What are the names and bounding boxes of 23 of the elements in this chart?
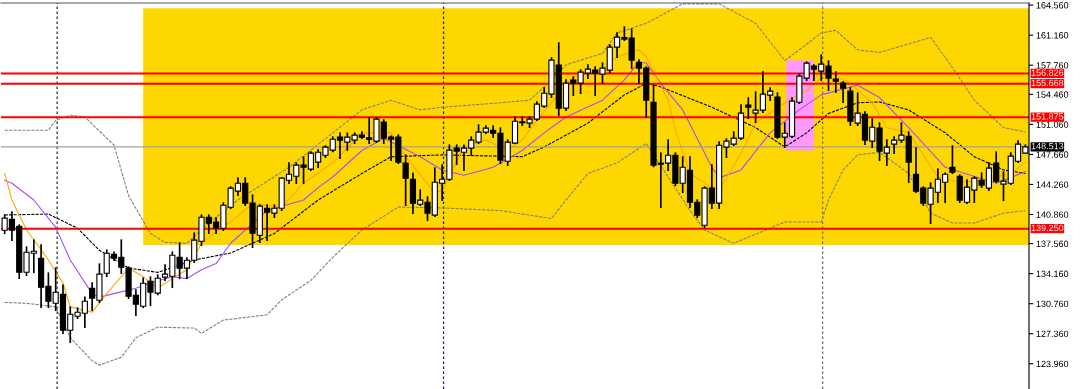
ref-line-label: 139.250 <box>1031 224 1064 232</box>
y-tick-label: 140.860 <box>1036 211 1069 218</box>
y-tick-label: 144.260 <box>1036 181 1069 188</box>
line-series <box>4 142 1026 366</box>
y-tick-label: 154.460 <box>1036 91 1069 98</box>
ref-line-label: 156.826 <box>1031 69 1064 76</box>
y-tick-label: 137.560 <box>1036 240 1069 247</box>
line-series <box>4 3 1026 244</box>
y-tick-label: 151.060 <box>1036 121 1069 128</box>
y-tick-label: 134.160 <box>1036 270 1069 277</box>
y-tick-label: 147.660 <box>1036 151 1069 158</box>
y-tick-label: 164.560 <box>1036 2 1069 9</box>
ref-line-label: 155.668 <box>1031 79 1064 87</box>
y-tick-label: 161.160 <box>1036 32 1069 39</box>
ref-line-label: 148.513 <box>1031 142 1064 150</box>
candlestick <box>839 81 847 104</box>
candlestick <box>949 145 956 175</box>
y-tick-label: 130.760 <box>1036 300 1069 308</box>
y-tick-label: 127.360 <box>1036 330 1069 338</box>
y-tick-label: 123.960 <box>1036 360 1069 368</box>
ref-line-label: 151.875 <box>1031 113 1064 120</box>
candlestick <box>745 97 752 120</box>
y-tick-label: 157.760 <box>1036 62 1069 69</box>
